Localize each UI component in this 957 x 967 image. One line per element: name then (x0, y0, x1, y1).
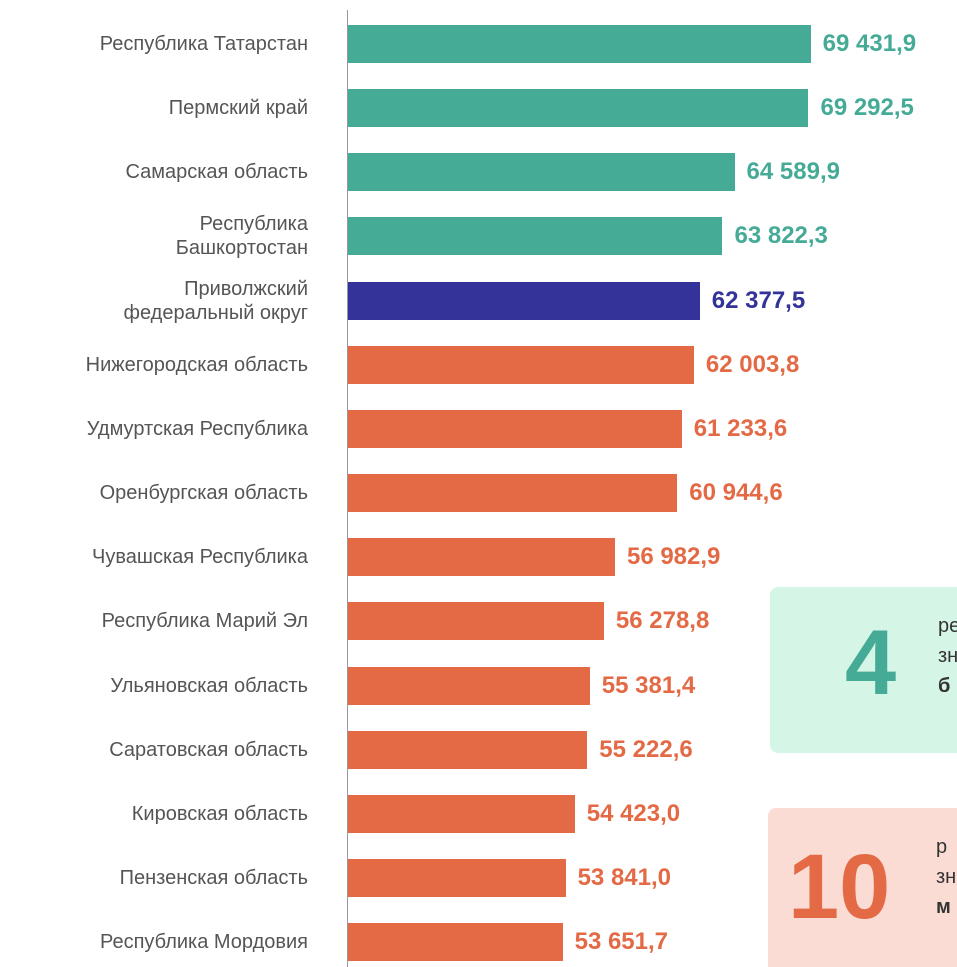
callout-box (768, 808, 957, 967)
bar (348, 538, 615, 577)
category-label: Ульяновская область (110, 674, 308, 697)
bar (348, 153, 735, 192)
callout-text: ре (938, 615, 957, 637)
bar (348, 345, 694, 384)
bar (348, 923, 563, 962)
value-label: 60 944,6 (689, 479, 783, 507)
category-label: Приволжский федеральный округ (123, 277, 308, 324)
category-label: Оренбургская область (99, 482, 308, 505)
callout-box (770, 587, 957, 753)
bar (348, 281, 700, 320)
value-label: 64 589,9 (746, 158, 840, 186)
bar (348, 25, 811, 63)
callout-number: 4 (845, 612, 897, 714)
category-label: Республика Марий Эл (101, 610, 308, 633)
category-label: Республика Мордовия (100, 931, 308, 954)
bar (348, 858, 566, 897)
bar (348, 730, 588, 769)
bar (348, 474, 678, 513)
axis-line (347, 10, 348, 967)
callout-text: зн (938, 645, 957, 667)
category-label: Удмуртская Республика (86, 417, 308, 440)
category-label: Пермский край (168, 97, 308, 120)
value-label: 69 292,5 (820, 94, 914, 122)
bar (348, 602, 604, 641)
bar (348, 89, 809, 128)
value-label: 69 431,9 (822, 30, 917, 57)
value-label: 62 003,8 (705, 350, 800, 378)
value-label: 55 381,4 (601, 671, 696, 699)
category-label: Кировская область (131, 802, 308, 825)
category-label: Саратовская область (109, 738, 308, 761)
bar (348, 794, 575, 833)
value-label: 53 651,7 (574, 928, 669, 956)
bar (348, 409, 682, 448)
value-label: 53 841,0 (577, 863, 671, 891)
category-label: Республика Башкортостан (175, 213, 308, 260)
category-label: Чувашская Республика (92, 546, 308, 569)
bar (348, 666, 590, 705)
category-label: Нижегородская область (85, 353, 308, 376)
value-label: 63 822,3 (734, 222, 828, 250)
value-label: 62 377,5 (711, 286, 806, 314)
value-label: 55 222,6 (599, 735, 693, 763)
value-label: 54 423,0 (586, 799, 681, 827)
callout-number: 10 (788, 836, 891, 938)
category-label: Самарская область (125, 161, 308, 184)
bar (348, 217, 723, 256)
callout-text: р (936, 836, 948, 858)
callout-text: м (936, 896, 951, 918)
value-label: 61 233,6 (693, 414, 788, 442)
callout-text: зн (936, 866, 957, 888)
callout-text: б (938, 675, 951, 697)
category-label: Пензенская область (119, 866, 308, 889)
value-label: 56 982,9 (626, 543, 721, 571)
value-label: 56 278,8 (615, 607, 710, 635)
category-label: Республика Татарстан (99, 33, 308, 55)
